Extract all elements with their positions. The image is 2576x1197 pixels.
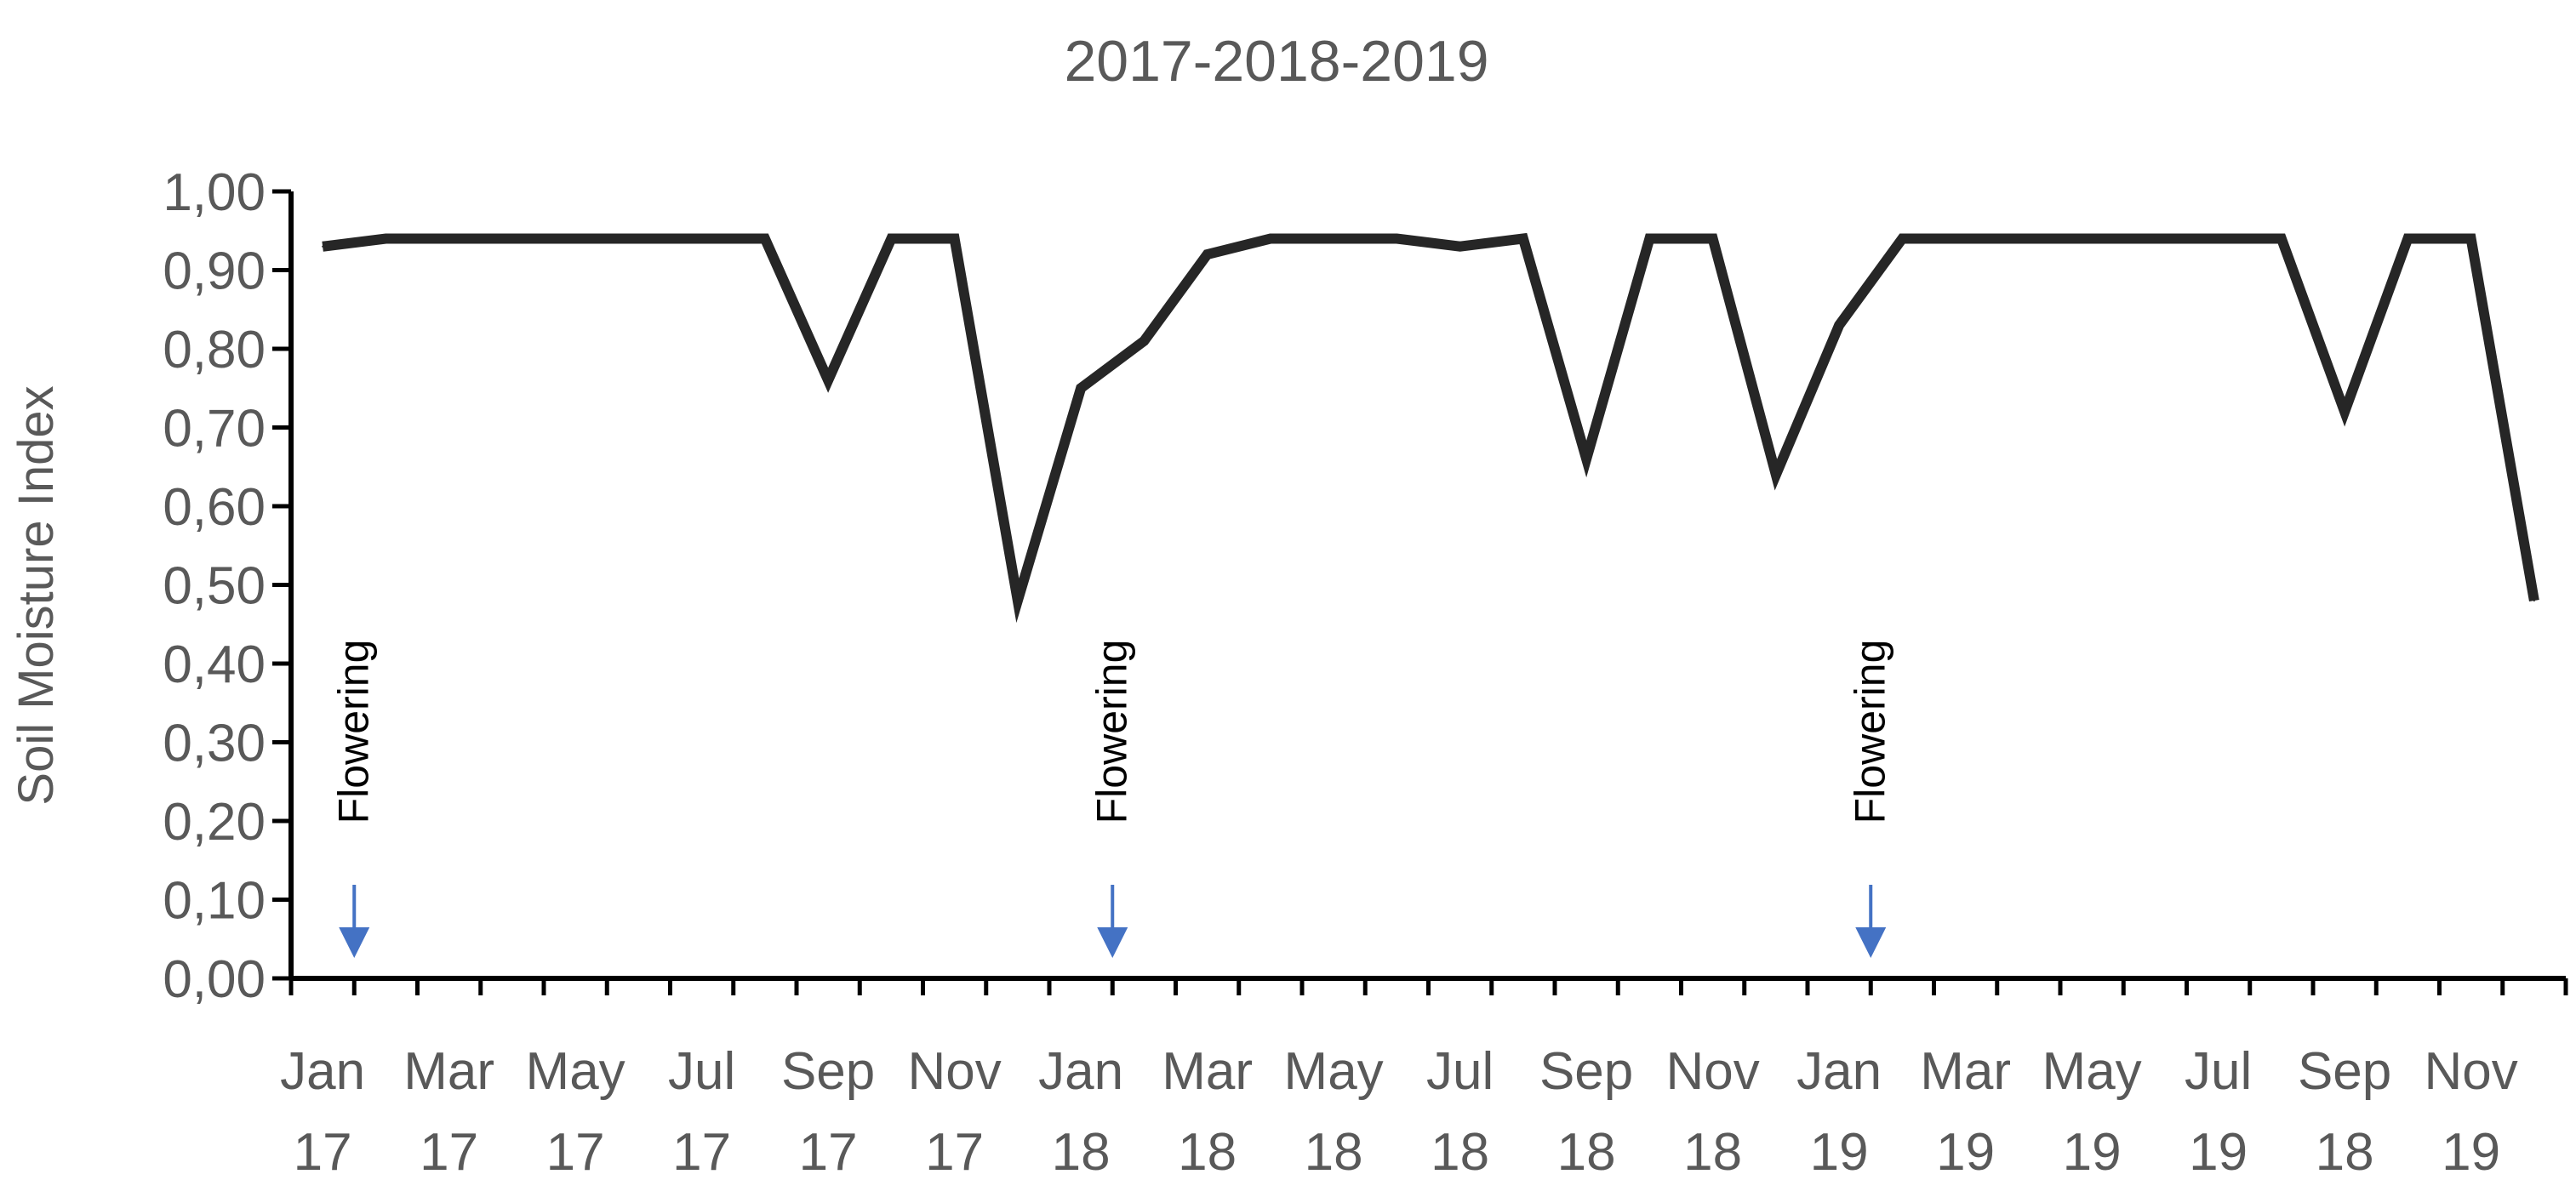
x-tick-label-month: Mar <box>1920 1042 2011 1101</box>
data-point <box>637 237 640 240</box>
x-tick-label-month: Sep <box>781 1042 875 1101</box>
data-point <box>1396 237 1398 240</box>
data-point <box>1585 458 1588 460</box>
data-point <box>2217 237 2219 240</box>
y-tick-label: 0,80 <box>163 321 266 379</box>
annotation-layer: Flowering Flowering Flowering <box>329 640 1893 958</box>
data-point <box>1711 237 1714 240</box>
x-tick-label-year: 19 <box>2442 1123 2500 1182</box>
flowering-label: Flowering <box>1088 640 1135 824</box>
data-point <box>1838 324 1841 327</box>
x-axis: Jan 17 Mar 17 May 17 Jul 17 Sep 17 Nov 17 Jan 18 Mar 18… <box>280 976 2568 1182</box>
data-point <box>827 379 830 381</box>
data-point <box>2533 600 2535 601</box>
x-tick-label-year: 18 <box>1178 1123 1237 1182</box>
x-tick-label-month: May <box>2042 1042 2142 1101</box>
x-tick-label-month: Nov <box>1665 1042 1759 1101</box>
data-point <box>511 237 513 240</box>
data-point <box>448 237 450 240</box>
flowering-arrow-head <box>1097 927 1128 958</box>
data-point <box>763 237 766 240</box>
x-tick-label-month: Jan <box>280 1042 365 1101</box>
y-tick-label: 0,00 <box>163 950 266 1009</box>
y-tick-label: 0,10 <box>163 872 266 931</box>
x-tick-label-year: 19 <box>1936 1123 1995 1182</box>
x-tick-label-year: 17 <box>672 1123 731 1182</box>
series-line <box>322 232 2539 624</box>
data-point <box>2344 411 2346 413</box>
data-point <box>1206 254 1208 255</box>
data-point <box>1459 245 1461 248</box>
data-point <box>1964 237 1967 240</box>
y-axis: 0,00 0,10 0,20 0,30 0,40 0,50 0,60 0,70 0,80 0,90… <box>163 163 294 1009</box>
data-point <box>2027 237 2030 240</box>
data-point <box>1269 237 1271 240</box>
y-tick-label: 1,00 <box>163 163 266 222</box>
y-tick-label: 0,20 <box>163 793 266 852</box>
x-tick-label-month: Nov <box>2424 1042 2517 1101</box>
data-point <box>1774 474 1777 476</box>
x-tick-label-year: 17 <box>546 1123 605 1182</box>
flowering-arrow-head <box>339 927 370 958</box>
x-tick-label-month: Jul <box>2185 1042 2252 1101</box>
x-tick-label-month: Jan <box>1038 1042 1123 1101</box>
x-tick-label-year: 19 <box>1810 1123 1869 1182</box>
data-point <box>574 237 577 240</box>
flowering-arrow-head <box>1855 927 1887 958</box>
x-tick-label-year: 18 <box>1557 1123 1616 1182</box>
data-point <box>1333 237 1335 240</box>
y-axis-label: Soil Moisture Index <box>9 385 64 805</box>
flowering-label: Flowering <box>329 640 377 824</box>
y-tick-label: 0,30 <box>163 715 266 773</box>
series-layer <box>322 232 2539 624</box>
data-point <box>1901 237 1904 240</box>
x-tick-label-year: 18 <box>1052 1123 1111 1182</box>
y-tick-label: 0,70 <box>163 400 266 459</box>
chart-title: 2017-2018-2019 <box>1064 29 1488 94</box>
data-point <box>700 237 703 240</box>
x-tick-label-month: May <box>1284 1042 1384 1101</box>
x-tick-label-year: 18 <box>1305 1123 1363 1182</box>
x-tick-label-year: 19 <box>2189 1123 2248 1182</box>
flowering-label: Flowering <box>1846 640 1893 824</box>
data-point <box>953 237 956 240</box>
x-tick-label-month: Jul <box>1426 1042 1494 1101</box>
y-tick-label: 0,60 <box>163 478 266 537</box>
x-tick-label-year: 18 <box>2316 1123 2374 1182</box>
data-point <box>2154 237 2156 240</box>
x-tick-label-year: 17 <box>799 1123 858 1182</box>
data-point <box>1080 387 1082 390</box>
x-tick-label-month: Mar <box>403 1042 494 1101</box>
data-point <box>1522 237 1524 240</box>
data-point <box>322 245 324 248</box>
data-point <box>2407 237 2409 240</box>
x-tick-label-month: May <box>526 1042 625 1101</box>
data-point <box>1016 600 1019 601</box>
y-tick-label: 0,90 <box>163 242 266 301</box>
x-tick-label-year: 18 <box>1431 1123 1489 1182</box>
x-tick-label-year: 18 <box>1683 1123 1742 1182</box>
x-tick-label-year: 17 <box>294 1123 352 1182</box>
data-point <box>2470 237 2472 240</box>
x-tick-label-month: Nov <box>907 1042 1001 1101</box>
x-tick-label-month: Sep <box>1539 1042 1633 1101</box>
x-tick-label-month: Mar <box>1162 1042 1253 1101</box>
x-tick-label-month: Jan <box>1796 1042 1882 1101</box>
data-point <box>385 237 387 240</box>
x-tick-label-month: Sep <box>2298 1042 2391 1101</box>
data-point <box>1143 339 1145 342</box>
x-tick-label-year: 19 <box>2063 1123 2122 1182</box>
x-tick-label-year: 17 <box>420 1123 478 1182</box>
data-point <box>2280 237 2282 240</box>
data-point <box>2091 237 2093 240</box>
x-tick-label-month: Jul <box>668 1042 735 1101</box>
x-tick-label-year: 17 <box>925 1123 984 1182</box>
y-tick-label: 0,50 <box>163 557 266 616</box>
y-tick-label: 0,40 <box>163 636 266 694</box>
data-point <box>1648 237 1651 240</box>
data-point <box>890 237 893 240</box>
